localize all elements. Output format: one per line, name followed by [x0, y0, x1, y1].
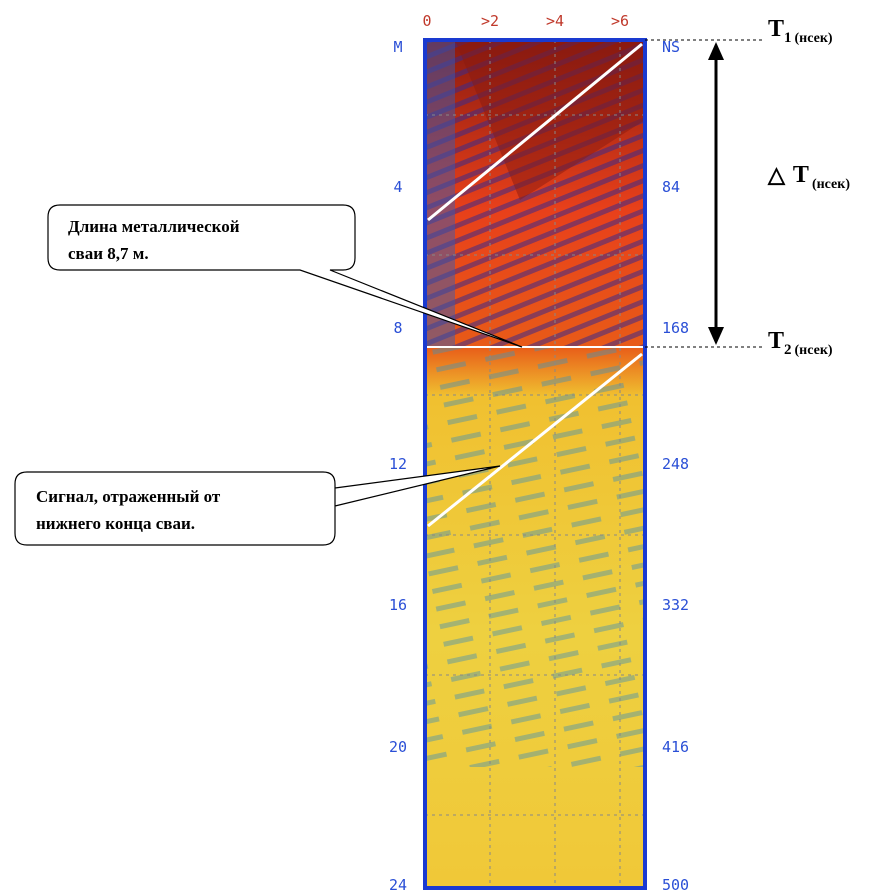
- delta-arrow: [708, 42, 724, 345]
- top-label: >6: [611, 12, 629, 30]
- figure: T1(нсек) △T(нсек) T2(нсек) 0 >2 >4 >6 M 4 8 12 1…: [0, 0, 888, 893]
- right-label: 416: [662, 738, 689, 756]
- left-label: 24: [389, 876, 407, 893]
- right-label: 248: [662, 455, 689, 473]
- callout-text: Сигнал, отраженный от: [36, 487, 221, 506]
- right-label: 332: [662, 596, 689, 614]
- left-label: 12: [389, 455, 407, 473]
- top-label: 0: [422, 12, 431, 30]
- delta-label: △T(нсек): [767, 162, 850, 192]
- left-label: 4: [393, 178, 402, 196]
- left-label: 8: [393, 319, 402, 337]
- right-label: NS: [662, 38, 680, 56]
- left-label: M: [393, 38, 402, 56]
- top-label: >2: [481, 12, 499, 30]
- left-label: 16: [389, 596, 407, 614]
- t1-label: T1(нсек): [768, 16, 833, 46]
- top-label: >4: [546, 12, 564, 30]
- right-label: 500: [662, 876, 689, 893]
- t2-label: T2(нсек): [768, 328, 833, 358]
- right-label: 84: [662, 178, 680, 196]
- radargram: [425, 40, 645, 888]
- left-label: 20: [389, 738, 407, 756]
- callout-text: нижнего конца сваи.: [36, 514, 195, 533]
- callout-text: сваи 8,7 м.: [68, 244, 149, 263]
- right-label: 168: [662, 319, 689, 337]
- callout-text: Длина металлической: [68, 217, 240, 236]
